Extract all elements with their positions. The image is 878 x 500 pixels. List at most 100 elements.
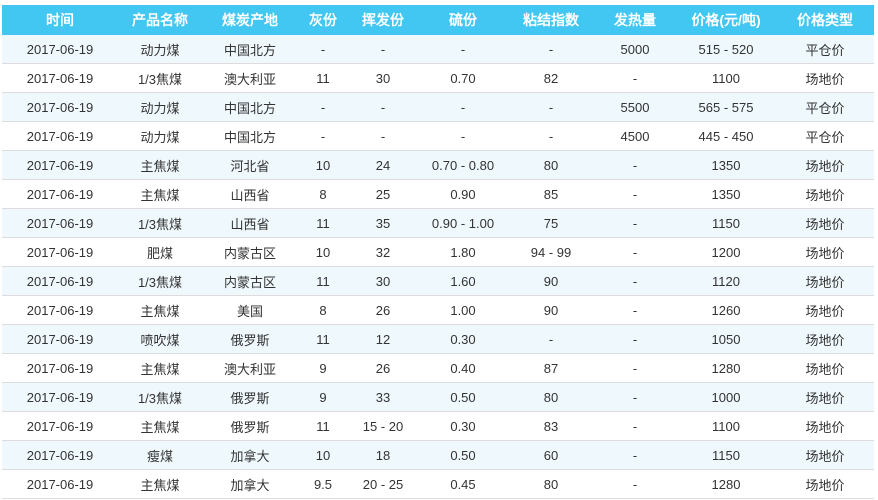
cell-coal-origin: 河北省 xyxy=(202,150,298,180)
cell-product-name: 动力煤 xyxy=(118,121,202,151)
cell-volatile: 12 xyxy=(348,324,418,354)
cell-coal-origin: 加拿大 xyxy=(202,440,298,470)
cell-price: 1100 xyxy=(676,411,776,441)
cell-price: 445 - 450 xyxy=(676,121,776,151)
cell-bond-index: 60 xyxy=(508,440,594,470)
table-row: 2017-06-19 动力煤 中国北方 - - - -5000 515 - 520 平仓价 xyxy=(2,35,874,64)
cell-calorific-value: - xyxy=(594,150,676,180)
cell-price-type: 场地价 xyxy=(776,150,874,180)
cell-volatile: - xyxy=(348,121,418,151)
cell-coal-origin: 山西省 xyxy=(202,179,298,209)
column-header-bond-index: 粘结指数 xyxy=(508,5,594,35)
cell-sulfur: - xyxy=(418,92,508,122)
cell-time: 2017-06-19 xyxy=(2,411,118,441)
table-row: 2017-06-19 主焦煤 澳大利亚 9 26 0.40 87-1280 场地价 xyxy=(2,353,874,383)
cell-bond-index: 80 xyxy=(508,382,594,412)
cell-coal-origin: 俄罗斯 xyxy=(202,382,298,412)
cell-product-name: 主焦煤 xyxy=(118,411,202,441)
table-row: 2017-06-19 1/3焦煤 内蒙古区 11 30 1.60 90-1120 场地价 xyxy=(2,266,874,296)
cell-sulfur: 0.50 xyxy=(418,382,508,412)
cell-calorific-value: - xyxy=(594,295,676,325)
cell-price: 1280 xyxy=(676,353,776,383)
cell-calorific-value: 4500 xyxy=(594,121,676,151)
cell-sulfur: - xyxy=(418,121,508,151)
table-row: 2017-06-19 主焦煤 河北省 10 24 0.70 - 0.80 80-1350 场地… xyxy=(2,150,874,180)
cell-ash: 11 xyxy=(298,266,348,296)
cell-price-type: 场地价 xyxy=(776,208,874,238)
cell-bond-index: 82 xyxy=(508,63,594,93)
cell-price-type: 场地价 xyxy=(776,266,874,296)
cell-calorific-value: - xyxy=(594,411,676,441)
table-row: 2017-06-19 肥煤 内蒙古区 10 32 1.80 94 - 99-1200 场地价 xyxy=(2,237,874,267)
cell-sulfur: 0.70 xyxy=(418,63,508,93)
coal-table-body: 2017-06-19 动力煤 中国北方 - - - -5000 515 - 520 平仓价 201… xyxy=(2,35,874,499)
cell-price: 1260 xyxy=(676,295,776,325)
cell-product-name: 瘦煤 xyxy=(118,440,202,470)
coal-price-table: 时间 产品名称 煤炭产地 灰份 挥发份 硫份 粘结指数 发热量 价格(元/吨) … xyxy=(2,5,874,499)
cell-price-type: 场地价 xyxy=(776,411,874,441)
cell-volatile: 26 xyxy=(348,353,418,383)
cell-time: 2017-06-19 xyxy=(2,324,118,354)
cell-time: 2017-06-19 xyxy=(2,179,118,209)
column-header-sulfur: 硫份 xyxy=(418,5,508,35)
cell-ash: 8 xyxy=(298,295,348,325)
cell-product-name: 主焦煤 xyxy=(118,150,202,180)
cell-coal-origin: 俄罗斯 xyxy=(202,324,298,354)
cell-bond-index: 83 xyxy=(508,411,594,441)
cell-volatile: 24 xyxy=(348,150,418,180)
table-row: 2017-06-19 主焦煤 加拿大 9.5 20 - 25 0.45 80-1280 场地价 xyxy=(2,469,874,499)
cell-bond-index: - xyxy=(508,324,594,354)
cell-calorific-value: - xyxy=(594,208,676,238)
cell-volatile: 30 xyxy=(348,266,418,296)
cell-ash: 9.5 xyxy=(298,469,348,499)
cell-volatile: - xyxy=(348,92,418,122)
cell-price: 1280 xyxy=(676,469,776,499)
cell-product-name: 1/3焦煤 xyxy=(118,63,202,93)
cell-time: 2017-06-19 xyxy=(2,121,118,151)
cell-time: 2017-06-19 xyxy=(2,266,118,296)
cell-sulfur: 0.45 xyxy=(418,469,508,499)
table-row: 2017-06-19 1/3焦煤 俄罗斯 9 33 0.50 80-1000 场地价 xyxy=(2,382,874,412)
cell-sulfur: 0.70 - 0.80 xyxy=(418,150,508,180)
cell-price: 1120 xyxy=(676,266,776,296)
cell-time: 2017-06-19 xyxy=(2,295,118,325)
cell-ash: 9 xyxy=(298,382,348,412)
table-row: 2017-06-19 喷吹煤 俄罗斯 11 12 0.30- -1050 场地价 xyxy=(2,324,874,354)
cell-product-name: 1/3焦煤 xyxy=(118,208,202,238)
cell-ash: 10 xyxy=(298,440,348,470)
cell-volatile: 33 xyxy=(348,382,418,412)
cell-time: 2017-06-19 xyxy=(2,353,118,383)
cell-calorific-value: - xyxy=(594,179,676,209)
cell-price-type: 场地价 xyxy=(776,295,874,325)
cell-sulfur: 1.60 xyxy=(418,266,508,296)
cell-sulfur: 0.50 xyxy=(418,440,508,470)
cell-bond-index: 80 xyxy=(508,469,594,499)
cell-sulfur: - xyxy=(418,35,508,64)
cell-product-name: 主焦煤 xyxy=(118,179,202,209)
cell-price-type: 平仓价 xyxy=(776,35,874,64)
cell-coal-origin: 美国 xyxy=(202,295,298,325)
cell-price: 1200 xyxy=(676,237,776,267)
cell-sulfur: 0.40 xyxy=(418,353,508,383)
cell-volatile: 18 xyxy=(348,440,418,470)
cell-ash: 11 xyxy=(298,411,348,441)
cell-sulfur: 1.00 xyxy=(418,295,508,325)
cell-calorific-value: - xyxy=(594,237,676,267)
cell-price: 1350 xyxy=(676,179,776,209)
cell-price: 1100 xyxy=(676,63,776,93)
cell-product-name: 主焦煤 xyxy=(118,295,202,325)
table-row: 2017-06-19 1/3焦煤 山西省 11 35 0.90 - 1.00 75-1150… xyxy=(2,208,874,238)
cell-ash: 11 xyxy=(298,63,348,93)
cell-price: 1150 xyxy=(676,208,776,238)
column-header-coal-origin: 煤炭产地 xyxy=(202,5,298,35)
cell-price: 515 - 520 xyxy=(676,35,776,64)
cell-ash: 10 xyxy=(298,150,348,180)
cell-price-type: 场地价 xyxy=(776,324,874,354)
cell-ash: 11 xyxy=(298,324,348,354)
cell-price-type: 场地价 xyxy=(776,353,874,383)
cell-bond-index: - xyxy=(508,121,594,151)
cell-coal-origin: 内蒙古区 xyxy=(202,237,298,267)
cell-volatile: 15 - 20 xyxy=(348,411,418,441)
cell-price-type: 场地价 xyxy=(776,179,874,209)
table-row: 2017-06-19 动力煤 中国北方 - - - -4500 445 - 450 平仓价 xyxy=(2,121,874,151)
